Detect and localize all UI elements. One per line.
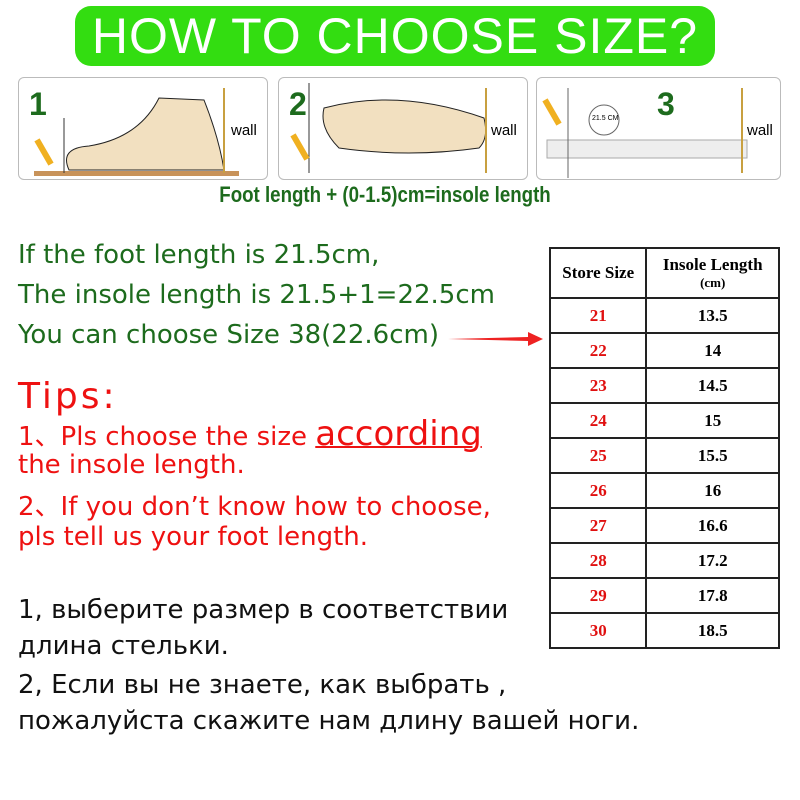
example-line-1: If the foot length is 21.5cm, xyxy=(18,240,380,270)
ruler-illustration xyxy=(542,88,748,178)
header-insole-label: Insole Length xyxy=(662,255,763,274)
russian-line-3: 2, Если вы не знаете, как выбрать , xyxy=(18,670,507,700)
step-number: 3 xyxy=(657,86,675,122)
step-3-panel: 3 21.5 CM wall xyxy=(536,77,781,180)
step-2-panel: 2 wall xyxy=(278,77,528,180)
store-size-cell: 27 xyxy=(548,507,648,544)
insole-length-cell: 14.5 xyxy=(645,367,780,404)
table-row: 26 16 xyxy=(548,472,780,509)
store-size-cell: 23 xyxy=(548,367,648,404)
store-size-cell: 28 xyxy=(548,542,648,579)
header-store-size: Store Size xyxy=(548,247,648,299)
insole-length-cell: 13.5 xyxy=(645,297,780,334)
tip-1: 1、Pls choose the size according xyxy=(18,414,482,454)
table-row: 21 13.5 xyxy=(548,297,780,334)
store-size-cell: 21 xyxy=(548,297,648,334)
arrow-icon xyxy=(448,332,543,346)
tip-1-emphasis: according xyxy=(315,414,482,454)
size-table: Store Size Insole Length (cm) 21 13.5 22 14 2… xyxy=(548,247,780,649)
russian-line-4: пожалуйста скажите нам длину вашей ноги. xyxy=(18,706,640,736)
insole-length-cell: 14 xyxy=(645,332,780,369)
wall-label: wall xyxy=(747,122,773,139)
tip-2-cont: pls tell us your foot length. xyxy=(18,522,369,552)
example-line-2: The insole length is 21.5+1=22.5cm xyxy=(18,280,495,310)
tip-2: 2、If you don’t know how to choose, xyxy=(18,492,491,522)
table-row: 25 15.5 xyxy=(548,437,780,474)
store-size-cell: 29 xyxy=(548,577,648,614)
tip-1-text: 1、Pls choose the size xyxy=(18,422,316,452)
insole-length-cell: 17.2 xyxy=(645,542,780,579)
store-size-cell: 24 xyxy=(548,402,648,439)
insole-length-cell: 15 xyxy=(645,402,780,439)
table-row: 30 18.5 xyxy=(548,612,780,649)
insole-length-cell: 16 xyxy=(645,472,780,509)
table-row: 22 14 xyxy=(548,332,780,369)
step-number: 1 xyxy=(29,86,47,122)
table-row: 27 16.6 xyxy=(548,507,780,544)
step-1-panel: 1 wall xyxy=(18,77,268,180)
table-row: 28 17.2 xyxy=(548,542,780,579)
russian-line-1: 1, выберите размер в соответствии xyxy=(18,595,509,625)
insole-length-cell: 18.5 xyxy=(645,612,780,649)
tip-1-cont: the insole length. xyxy=(18,450,245,480)
table-row: 24 15 xyxy=(548,402,780,439)
table-row: 23 14.5 xyxy=(548,367,780,404)
header-insole-length: Insole Length (cm) xyxy=(645,247,780,299)
title-banner: HOW TO CHOOSE SIZE? xyxy=(75,6,715,66)
store-size-cell: 30 xyxy=(548,612,648,649)
table-row: 29 17.8 xyxy=(548,577,780,614)
insole-length-cell: 15.5 xyxy=(645,437,780,474)
store-size-cell: 25 xyxy=(548,437,648,474)
step-number: 2 xyxy=(289,86,307,122)
foot-side-illustration xyxy=(34,88,239,176)
russian-line-2: длина стельки. xyxy=(18,631,229,661)
insole-length-cell: 17.8 xyxy=(645,577,780,614)
example-line-3: You can choose Size 38(22.6cm) xyxy=(18,320,439,350)
store-size-cell: 26 xyxy=(548,472,648,509)
wall-label: wall xyxy=(491,122,517,139)
store-size-cell: 22 xyxy=(548,332,648,369)
insole-length-cell: 16.6 xyxy=(645,507,780,544)
header-unit: (cm) xyxy=(700,275,726,290)
formula-text: Foot length + (0-1.5)cm=insole length xyxy=(219,182,551,207)
measure-label: 21.5 CM xyxy=(592,115,619,122)
foot-top-illustration xyxy=(290,83,487,173)
wall-label: wall xyxy=(231,122,257,139)
tips-heading: Tips: xyxy=(18,376,118,417)
